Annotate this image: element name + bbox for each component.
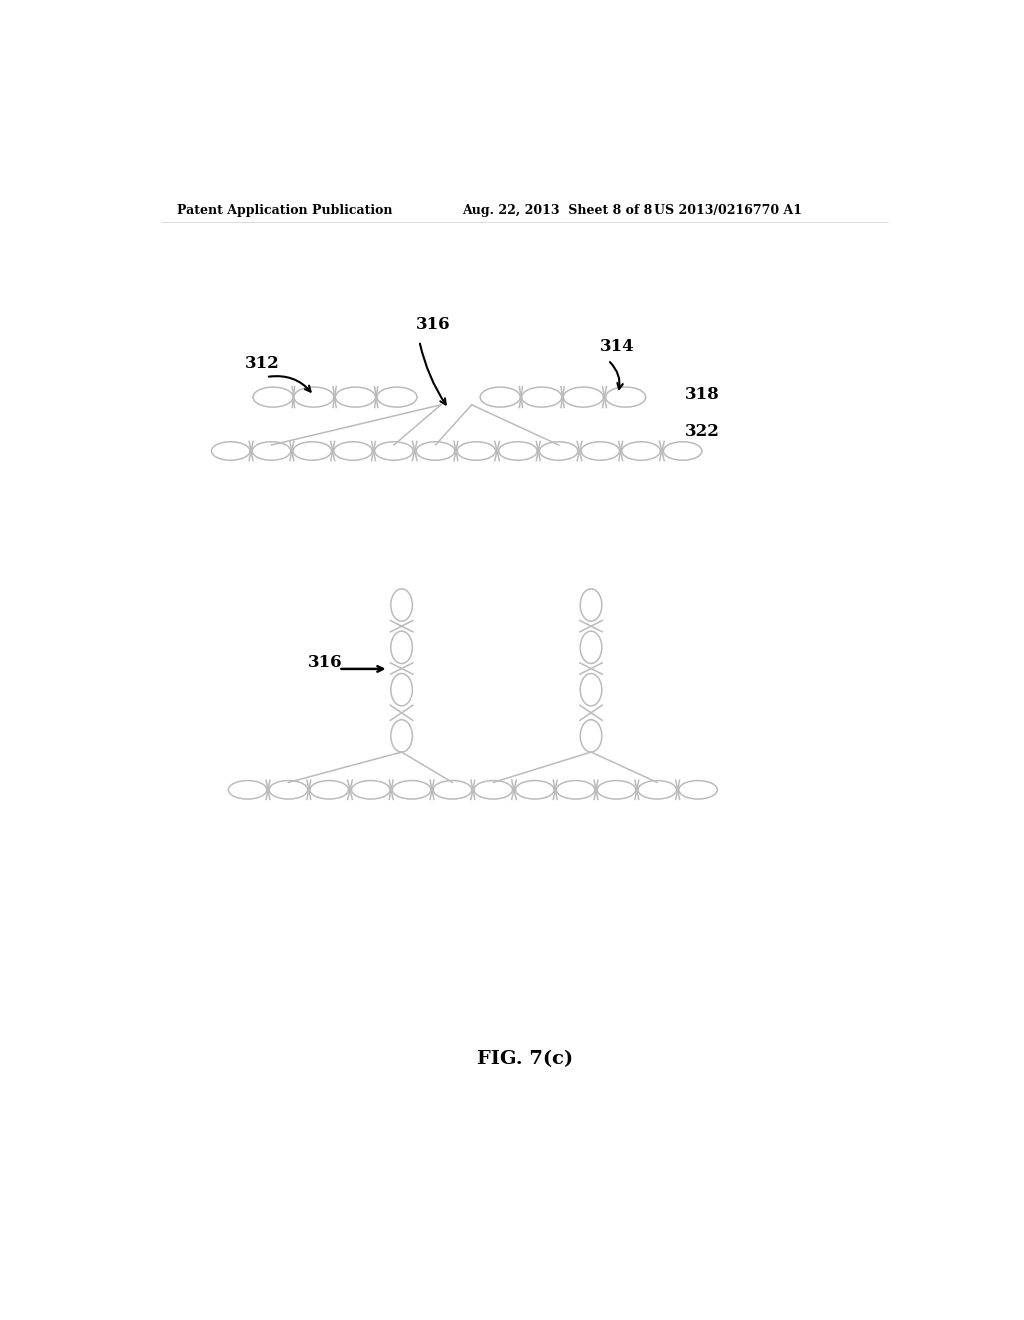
Text: US 2013/0216770 A1: US 2013/0216770 A1 [654,205,802,218]
Text: Aug. 22, 2013  Sheet 8 of 8: Aug. 22, 2013 Sheet 8 of 8 [462,205,652,218]
Text: 316: 316 [416,317,451,334]
Text: 322: 322 [685,422,720,440]
Text: 318: 318 [685,385,720,403]
Text: Patent Application Publication: Patent Application Publication [177,205,392,218]
Text: 312: 312 [245,355,280,372]
Text: 316: 316 [307,653,342,671]
Text: 314: 314 [600,338,635,355]
Text: FIG. 7(c): FIG. 7(c) [477,1051,572,1068]
